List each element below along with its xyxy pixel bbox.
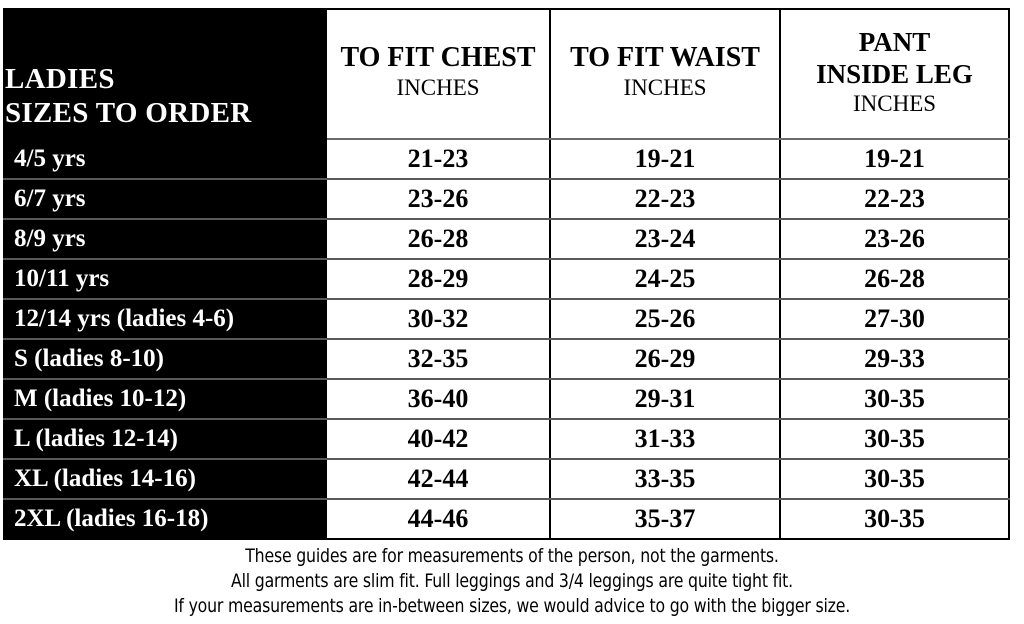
header-chest-title: TO FIT CHEST bbox=[340, 42, 536, 73]
row-size-label: 4/5 yrs bbox=[4, 139, 327, 180]
row-chest-value: 21-23 bbox=[325, 139, 551, 180]
row-size-label: XL (ladies 14-16) bbox=[4, 459, 327, 500]
table-row: 8/9 yrs 26-28 23-24 23-26 bbox=[4, 219, 1010, 260]
header-pant-title-line2: INSIDE LEG bbox=[816, 59, 973, 89]
row-chest-value: 36-40 bbox=[325, 379, 551, 420]
row-leg-value: 27-30 bbox=[779, 299, 1010, 340]
table-row: 10/11 yrs 28-29 24-25 26-28 bbox=[4, 259, 1010, 300]
row-waist-value: 19-21 bbox=[549, 139, 781, 180]
footer-note-line-2: All garments are slim fit. Full leggings… bbox=[231, 570, 793, 592]
table-row: 2XL (ladies 16-18) 44-46 35-37 30-35 bbox=[4, 499, 1010, 539]
row-chest-value: 23-26 bbox=[325, 179, 551, 220]
table-body: 4/5 yrs 21-23 19-21 19-21 6/7 yrs 23-26 … bbox=[4, 139, 1010, 539]
row-waist-value: 33-35 bbox=[549, 459, 781, 500]
footer-notes: These guides are for measurements of the… bbox=[0, 544, 1024, 619]
row-size-label: 10/11 yrs bbox=[4, 259, 327, 300]
table-row: 12/14 yrs (ladies 4-6) 30-32 25-26 27-30 bbox=[4, 299, 1010, 340]
header-cell-chest: TO FIT CHEST INCHES bbox=[325, 9, 551, 140]
row-chest-value: 40-42 bbox=[325, 419, 551, 460]
row-chest-value: 32-35 bbox=[325, 339, 551, 380]
row-chest-value: 44-46 bbox=[325, 499, 551, 539]
row-waist-value: 24-25 bbox=[549, 259, 781, 300]
header-sizes-to-order-label: SIZES TO ORDER bbox=[5, 97, 252, 129]
row-leg-value: 19-21 bbox=[779, 139, 1010, 180]
header-ladies-label: LADIES bbox=[5, 63, 115, 95]
footer-note-line-1: These guides are for measurements of the… bbox=[245, 545, 779, 567]
row-size-label: 8/9 yrs bbox=[4, 219, 327, 260]
row-leg-value: 30-35 bbox=[779, 459, 1010, 500]
table-row: 6/7 yrs 23-26 22-23 22-23 bbox=[4, 179, 1010, 220]
header-pant-title-line1: PANT bbox=[858, 27, 931, 57]
table-row: M (ladies 10-12) 36-40 29-31 30-35 bbox=[4, 379, 1010, 420]
row-waist-value: 29-31 bbox=[549, 379, 781, 420]
table-row: L (ladies 12-14) 40-42 31-33 30-35 bbox=[4, 419, 1010, 460]
header-cell-sizes: LADIES SIZES TO ORDER bbox=[3, 9, 327, 140]
row-size-label: M (ladies 10-12) bbox=[4, 379, 327, 420]
header-chest-unit: INCHES bbox=[396, 75, 480, 100]
table-row: S (ladies 8-10) 32-35 26-29 29-33 bbox=[4, 339, 1010, 380]
row-size-label: 2XL (ladies 16-18) bbox=[4, 499, 327, 539]
row-waist-value: 22-23 bbox=[549, 179, 781, 220]
row-leg-value: 22-23 bbox=[779, 179, 1010, 220]
row-chest-value: 30-32 bbox=[325, 299, 551, 340]
table-row: 4/5 yrs 21-23 19-21 19-21 bbox=[4, 139, 1010, 180]
size-chart-table: LADIES SIZES TO ORDER TO FIT CHEST INCHE… bbox=[3, 8, 1010, 540]
row-waist-value: 31-33 bbox=[549, 419, 781, 460]
footer-note-line-3: If your measurements are in-between size… bbox=[173, 595, 851, 617]
row-leg-value: 26-28 bbox=[779, 259, 1010, 300]
row-leg-value: 30-35 bbox=[779, 419, 1010, 460]
table-row: XL (ladies 14-16) 42-44 33-35 30-35 bbox=[4, 459, 1010, 500]
header-cell-waist: TO FIT WAIST INCHES bbox=[549, 9, 781, 140]
row-waist-value: 23-24 bbox=[549, 219, 781, 260]
header-cell-pant-inside-leg: PANT INSIDE LEG INCHES bbox=[779, 9, 1010, 140]
row-chest-value: 42-44 bbox=[325, 459, 551, 500]
row-waist-value: 35-37 bbox=[549, 499, 781, 539]
table-header: LADIES SIZES TO ORDER TO FIT CHEST INCHE… bbox=[3, 9, 1010, 140]
row-leg-value: 29-33 bbox=[779, 339, 1010, 380]
row-size-label: 12/14 yrs (ladies 4-6) bbox=[4, 299, 327, 340]
row-size-label: 6/7 yrs bbox=[4, 179, 327, 220]
row-leg-value: 30-35 bbox=[779, 379, 1010, 420]
row-waist-value: 26-29 bbox=[549, 339, 781, 380]
row-leg-value: 30-35 bbox=[779, 499, 1010, 539]
row-leg-value: 23-26 bbox=[779, 219, 1010, 260]
row-size-label: L (ladies 12-14) bbox=[4, 419, 327, 460]
row-waist-value: 25-26 bbox=[549, 299, 781, 340]
header-row: LADIES SIZES TO ORDER TO FIT CHEST INCHE… bbox=[3, 9, 1010, 140]
row-chest-value: 28-29 bbox=[325, 259, 551, 300]
header-pant-unit: INCHES bbox=[852, 91, 937, 116]
row-size-label: S (ladies 8-10) bbox=[4, 339, 327, 380]
row-chest-value: 26-28 bbox=[325, 219, 551, 260]
header-waist-unit: INCHES bbox=[623, 75, 707, 100]
header-waist-title: TO FIT WAIST bbox=[570, 42, 760, 73]
